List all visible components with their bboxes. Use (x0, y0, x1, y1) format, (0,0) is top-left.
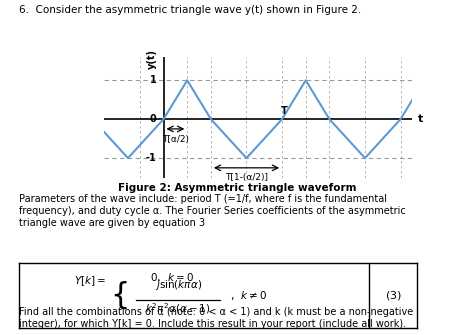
Text: $0,\;\;k=0$: $0,\;\;k=0$ (150, 271, 194, 284)
Text: -1: -1 (146, 153, 156, 163)
Text: Figure 2: Asymmetric triangle waveform: Figure 2: Asymmetric triangle waveform (118, 183, 356, 193)
Text: 0: 0 (150, 114, 156, 124)
Text: $,\;\;k\neq 0$: $,\;\;k\neq 0$ (230, 289, 267, 302)
Text: 6.  Consider the asymmetric triangle wave y(t) shown in Figure 2.: 6. Consider the asymmetric triangle wave… (19, 5, 361, 15)
Text: T[1-(α/2)]: T[1-(α/2)] (225, 173, 268, 182)
Text: T: T (281, 106, 288, 116)
Text: Parameters of the wave include: period T (=1/f, where f is the fundamental
frequ: Parameters of the wave include: period T… (19, 194, 406, 227)
Text: T[α/2): T[α/2) (162, 135, 189, 144)
Text: $Y[k] =$: $Y[k] =$ (74, 274, 107, 288)
Text: $k^2\pi^2\alpha(\alpha-1)$: $k^2\pi^2\alpha(\alpha-1)$ (146, 301, 211, 316)
Text: Find all the combinations of α (note: 0 < α < 1) and k (k must be a non-negative: Find all the combinations of α (note: 0 … (19, 308, 413, 329)
Text: $j\sin(k\pi\alpha)$: $j\sin(k\pi\alpha)$ (155, 278, 202, 292)
Text: $(3)$: $(3)$ (385, 289, 401, 302)
Text: t: t (418, 114, 424, 124)
Text: 1: 1 (150, 75, 156, 85)
Text: {: { (110, 281, 130, 310)
Text: y(t): y(t) (146, 49, 156, 69)
